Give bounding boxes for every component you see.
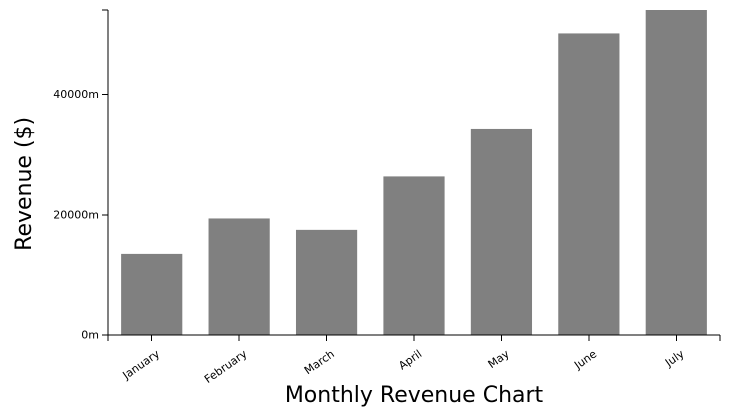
x-tick-label-january: January bbox=[120, 347, 163, 382]
x-tick-label-july: July bbox=[662, 347, 687, 370]
y-tick-label-0: 0m bbox=[81, 329, 99, 342]
x-tick-label-june: June bbox=[571, 347, 599, 372]
bar-march bbox=[295, 229, 358, 335]
bar-february bbox=[208, 218, 270, 335]
y-axis-title: Revenue ($) bbox=[12, 117, 37, 251]
x-tick-label-march: March bbox=[302, 347, 337, 377]
bar-april bbox=[383, 176, 445, 335]
bars-layer bbox=[121, 10, 707, 336]
x-tick-label-april: April bbox=[396, 347, 424, 372]
bar-january bbox=[121, 253, 183, 335]
y-axis: 0m 20000m 40000m bbox=[53, 9, 109, 342]
x-axis-title: Monthly Revenue Chart bbox=[285, 383, 544, 408]
bar-may bbox=[470, 128, 533, 335]
y-tick-label-40000: 40000m bbox=[53, 88, 99, 101]
y-tick-label-20000: 20000m bbox=[53, 208, 99, 221]
bar-june bbox=[558, 33, 620, 336]
x-tick-label-february: February bbox=[202, 347, 250, 386]
x-axis: January February March April May June July bbox=[107, 334, 721, 386]
x-tick-label-may: May bbox=[486, 347, 512, 371]
bar-july bbox=[645, 10, 707, 335]
